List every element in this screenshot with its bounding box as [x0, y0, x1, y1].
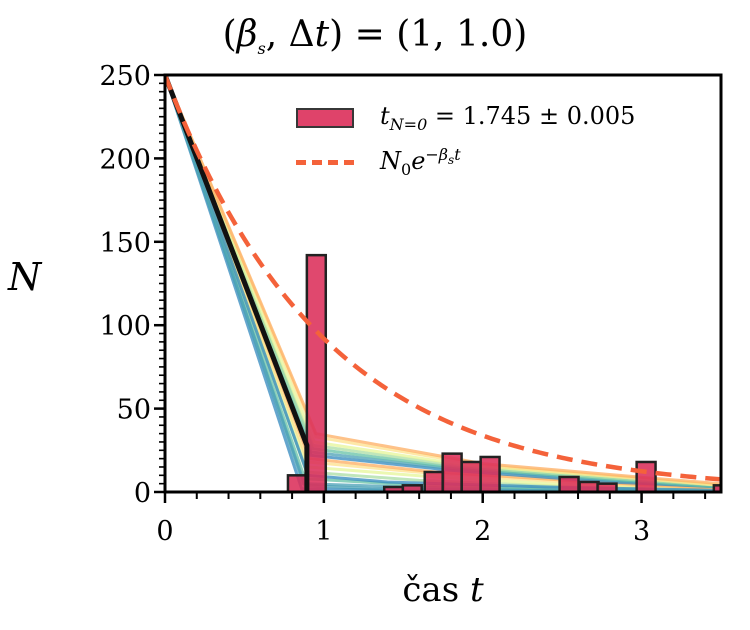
x-tick-label: 3: [633, 516, 650, 547]
x-axis-label: čas t: [402, 570, 484, 610]
y-tick-label: 150: [99, 228, 151, 259]
y-tick-label: 0: [134, 478, 151, 509]
legend-exponential-swatch: [296, 159, 354, 165]
histogram-bar: [441, 452, 463, 492]
chart-title: (βs, Δt) = (1, 1.0): [222, 14, 528, 59]
histogram-bar: [712, 484, 721, 492]
histogram-bar: [460, 460, 482, 492]
legend-entry-histogram: tN=0 = 1.745 ± 0.005: [296, 96, 635, 140]
histogram-bar: [558, 475, 580, 492]
overlay-lines: [165, 75, 721, 492]
legend-entry-exponential: N0e−βst: [296, 140, 635, 184]
exponential-decay-line: [165, 75, 721, 482]
y-tick-label: 100: [99, 311, 151, 342]
histogram-bar: [596, 482, 618, 492]
x-tick-label: 0: [156, 516, 173, 547]
y-tick-label: 250: [99, 61, 151, 92]
legend-histogram-label: tN=0 = 1.745 ± 0.005: [380, 102, 636, 134]
histogram-bar: [479, 455, 501, 492]
x-tick-label: 2: [474, 516, 491, 547]
axes: 0 1 2 3 0 50 100 150 200 250: [99, 61, 723, 547]
y-tick-label: 50: [117, 395, 151, 426]
histogram-bar: [305, 253, 328, 492]
legend: tN=0 = 1.745 ± 0.005 N0e−βst: [296, 96, 635, 184]
legend-histogram-swatch: [296, 108, 354, 128]
histogram-bar: [286, 474, 309, 492]
y-axis-label: N: [8, 255, 42, 299]
plot-frame: [163, 73, 723, 494]
y-tick-label: 200: [99, 144, 151, 175]
histogram-bar: [578, 480, 600, 492]
legend-exponential-label: N0e−βst: [380, 145, 461, 179]
x-tick-label: 1: [315, 516, 332, 547]
histogram-bar: [635, 460, 657, 492]
histogram-bar: [401, 484, 423, 492]
mean-line: [165, 75, 310, 492]
histogram-bar: [423, 470, 445, 492]
